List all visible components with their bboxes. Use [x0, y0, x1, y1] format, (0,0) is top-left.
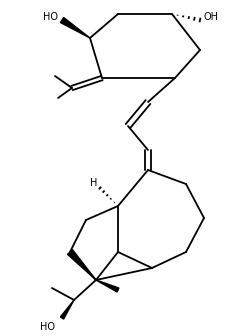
Text: OH: OH [204, 12, 219, 22]
Text: HO: HO [43, 12, 58, 22]
Polygon shape [60, 17, 90, 38]
Text: HO: HO [40, 322, 55, 332]
Polygon shape [60, 300, 74, 319]
Polygon shape [96, 280, 119, 292]
Text: H: H [90, 178, 97, 188]
Polygon shape [68, 250, 96, 280]
